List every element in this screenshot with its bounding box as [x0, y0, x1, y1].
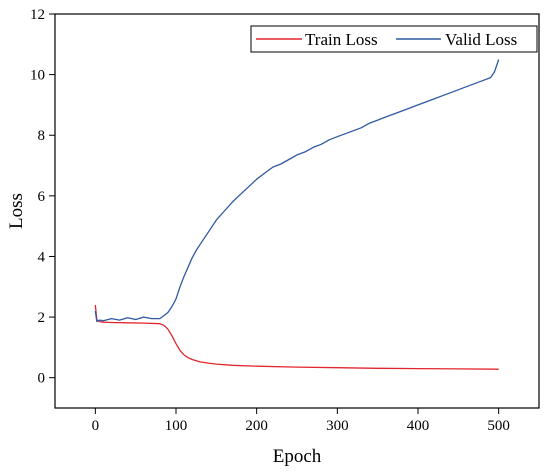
x-tick-label: 100 — [165, 418, 188, 434]
y-tick-label: 2 — [38, 310, 46, 326]
x-axis-label: Epoch — [273, 446, 322, 467]
train-loss-line — [94, 304, 499, 370]
series-layer — [94, 59, 500, 370]
y-tick-label: 0 — [38, 371, 46, 387]
x-tick-label: 500 — [487, 418, 510, 434]
legend-label-valid: Valid Loss — [445, 30, 517, 49]
y-tick-label: 8 — [38, 128, 46, 144]
y-axis-label: Loss — [6, 193, 27, 229]
x-tick-label: 300 — [326, 418, 349, 434]
x-tick-label: 0 — [92, 418, 100, 434]
plot-frame — [54, 13, 540, 409]
ticks-layer: 0 100 200 300 400 500 0 2 4 6 8 10 12 — [30, 7, 510, 434]
y-tick-label: 12 — [30, 7, 45, 23]
legend: Train Loss Valid Loss — [250, 25, 538, 53]
x-tick-label: 200 — [245, 418, 268, 434]
legend-label-train: Train Loss — [305, 30, 378, 49]
valid-loss-line — [94, 59, 500, 323]
y-tick-label: 4 — [38, 249, 46, 265]
y-tick-label: 6 — [38, 189, 46, 205]
x-tick-label: 400 — [407, 418, 430, 434]
y-tick-label: 10 — [30, 68, 45, 84]
